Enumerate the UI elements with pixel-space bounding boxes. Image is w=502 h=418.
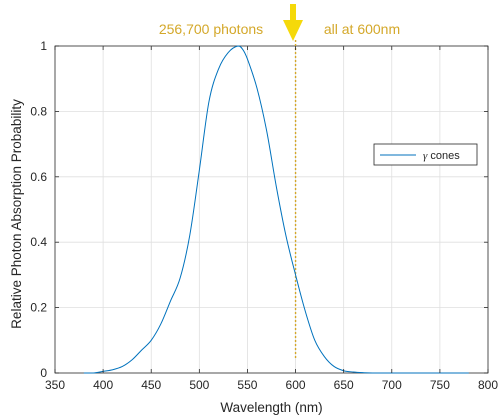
annotation-right-text: all at 600nm: [324, 21, 400, 37]
x-tick-label: 700: [382, 378, 402, 392]
legend-box: [373, 143, 478, 166]
x-axis-label: Wavelength (nm): [220, 400, 322, 415]
down-arrow-icon: [283, 4, 303, 41]
plot-area: [54, 45, 489, 374]
y-ticks: 0 0.2 0.4 0.6 0.8 1: [30, 39, 488, 380]
y-tick-label: 0.4: [30, 235, 47, 249]
x-tick-label: 800: [478, 378, 498, 392]
grid-lines: [55, 46, 488, 373]
x-tick-label: 650: [334, 378, 354, 392]
x-tick-label: 750: [430, 378, 450, 392]
legend: γ cones: [373, 143, 478, 166]
y-tick-label: 0.8: [30, 104, 47, 118]
x-tick-label: 500: [189, 378, 209, 392]
x-tick-label: 550: [237, 378, 257, 392]
y-axis-label: Relative Photon Absorption Probability: [9, 99, 24, 329]
annotation-left-text: 256,700 photons: [159, 21, 263, 37]
y-tick-label: 1: [40, 39, 47, 53]
series-line-gamma-cones: [83, 45, 469, 374]
legend-entry-label: cones: [430, 150, 460, 162]
x-tick-label: 450: [141, 378, 161, 392]
y-tick-label: 0.6: [30, 170, 47, 184]
x-tick-label: 350: [45, 378, 65, 392]
y-tick-label: 0: [40, 366, 47, 380]
x-ticks: 350 400 450 500 550 600 650 700 750 800: [45, 46, 498, 392]
legend-entry-prefix: γ: [423, 150, 428, 162]
y-tick-label: 0.2: [30, 301, 47, 315]
x-tick-label: 400: [93, 378, 113, 392]
x-tick-label: 600: [286, 378, 306, 392]
series-group: [83, 45, 469, 374]
legend-entry: γ cones: [423, 150, 460, 162]
